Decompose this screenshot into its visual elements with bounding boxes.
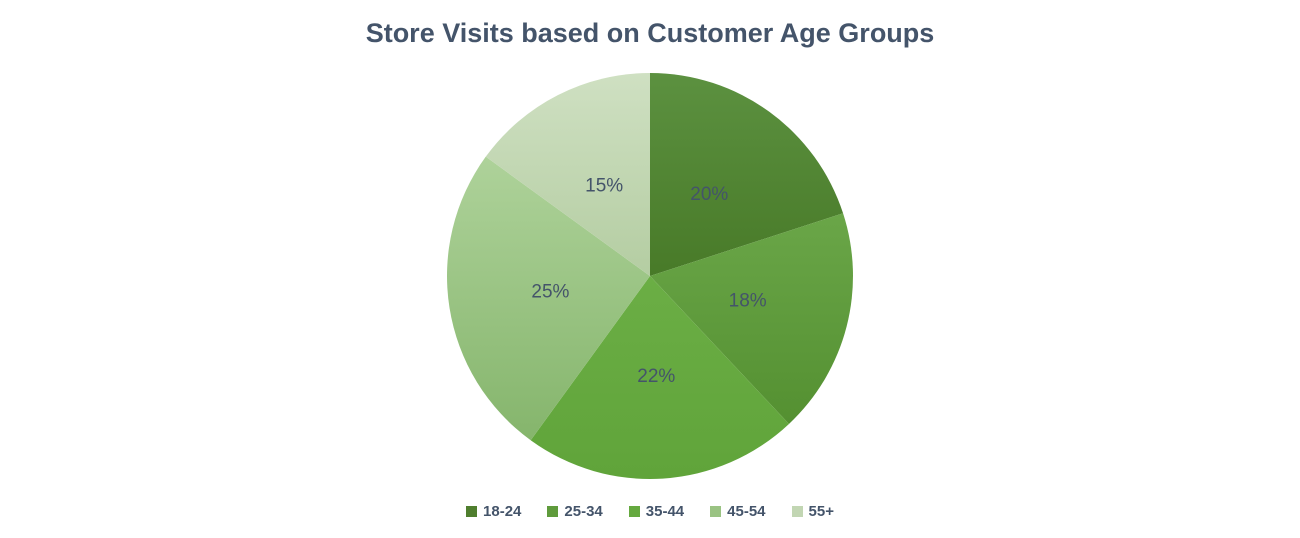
legend-item-18-24: 18-24 [466, 504, 521, 519]
legend-label-25-34: 25-34 [564, 502, 603, 520]
pie-slice-35-44 [530, 276, 789, 479]
legend-swatch-35-44 [628, 505, 640, 517]
slice-label-18-24: 20% [690, 184, 728, 205]
slice-label-55+: 15% [585, 176, 623, 197]
legend-label-55+: 55+ [808, 502, 834, 520]
pie-slice-18-24 [650, 73, 844, 276]
pie-slice-55+ [485, 73, 650, 276]
legend-swatch-55+ [791, 505, 803, 517]
legend-swatch-18-24 [466, 505, 478, 517]
legend-label-18-24: 18-24 [483, 502, 522, 520]
slice-label-35-44: 22% [637, 366, 675, 387]
pie-slice-25-34 [650, 213, 853, 424]
pie-slice-45-54 [447, 156, 650, 441]
legend-label-45-54: 45-54 [727, 502, 766, 520]
chart-legend: 18-24 25-34 35-44 45-54 55+ [0, 499, 1300, 523]
slice-label-25-34: 18% [729, 291, 767, 312]
chart-title: Store Visits based on Customer Age Group… [365, 18, 935, 48]
legend-item-25-34: 25-34 [547, 502, 603, 520]
legend-swatch-45-54 [710, 505, 722, 517]
slice-label-45-54: 25% [531, 281, 569, 302]
legend-item-45-54: 45-54 [710, 502, 766, 520]
legend-item-55+: 55+ [791, 502, 834, 520]
legend-swatch-25-34 [547, 505, 559, 517]
legend-item-35-44: 35-44 [628, 502, 685, 520]
legend-label-35-44: 35-44 [645, 502, 685, 520]
